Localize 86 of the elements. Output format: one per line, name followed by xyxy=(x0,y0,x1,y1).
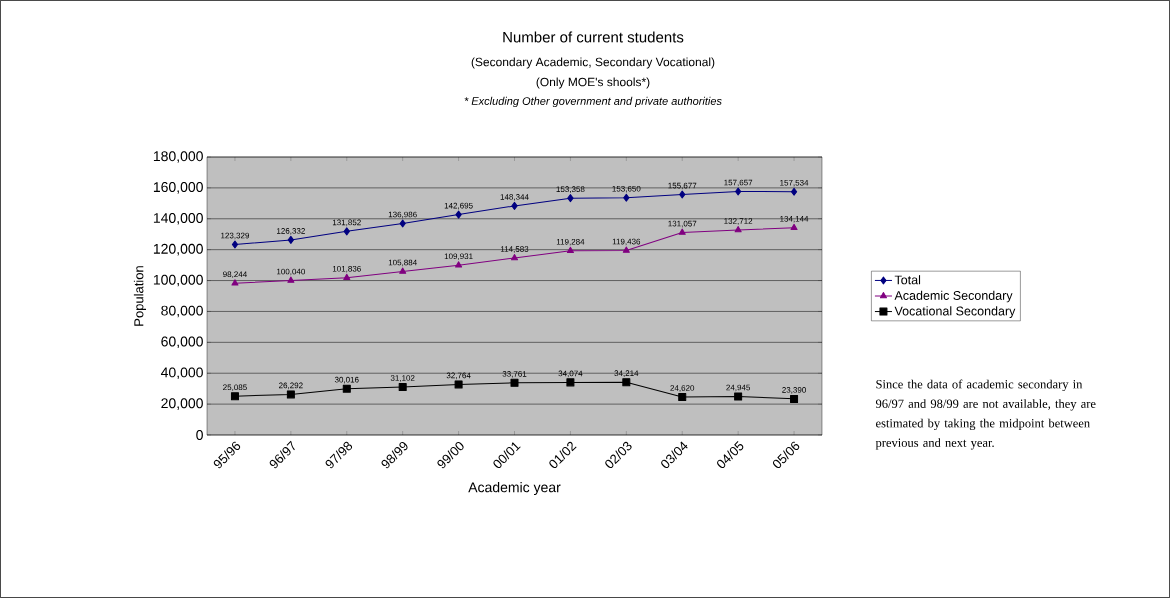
point xyxy=(399,267,407,274)
point xyxy=(286,390,295,399)
data-label: 23,390 xyxy=(782,387,806,394)
data-label: 34,074 xyxy=(558,370,583,378)
text: Since the data of academic secondary in 96/97 and 98/99 are not available, they are estimated by taking the midpoint between previous and next year. xyxy=(875,379,1096,450)
data-label: 105,884 xyxy=(388,259,417,267)
data-label: 136,986 xyxy=(388,211,417,219)
point xyxy=(510,378,519,387)
x-axis-title: Academic year xyxy=(468,482,561,496)
data-label: 25,085 xyxy=(223,384,247,392)
point xyxy=(343,273,351,280)
point xyxy=(790,187,798,196)
point xyxy=(678,228,686,235)
point xyxy=(455,261,463,268)
point xyxy=(790,223,798,231)
data-label: 132,712 xyxy=(724,218,753,225)
y-tick-label: 0 xyxy=(196,430,203,440)
data-label: 100,040 xyxy=(277,268,306,276)
data-label: 33,761 xyxy=(502,371,527,378)
data-label: 157,657 xyxy=(724,179,753,187)
data-label: 155,677 xyxy=(668,182,697,190)
y-tick-label: 20,000 xyxy=(161,398,203,410)
point xyxy=(566,378,575,387)
point xyxy=(566,246,574,254)
data-label: 98,244 xyxy=(223,271,247,279)
data-label: 32,764 xyxy=(446,372,471,380)
point xyxy=(511,201,518,210)
point xyxy=(567,194,574,203)
data-label: 34,214 xyxy=(614,370,639,377)
data-label: 142,695 xyxy=(444,202,473,210)
point xyxy=(510,254,519,261)
data-label: 30,016 xyxy=(334,376,359,384)
point xyxy=(790,394,799,403)
point xyxy=(287,276,295,283)
y-tick-label: 40,000 xyxy=(160,367,203,379)
point xyxy=(343,227,350,236)
point xyxy=(399,219,406,228)
data-label: 123,329 xyxy=(221,232,250,240)
legend-label: Total xyxy=(894,275,921,285)
point xyxy=(398,382,407,391)
data-label: 119,284 xyxy=(556,238,585,246)
point xyxy=(454,380,463,389)
legend-label: Vocational Secondary xyxy=(894,306,1016,318)
data-label: 131,057 xyxy=(668,220,697,228)
point xyxy=(679,190,686,199)
point xyxy=(678,392,687,401)
data-label: 153,650 xyxy=(612,185,641,193)
point xyxy=(734,392,743,401)
point xyxy=(734,226,742,233)
data-label: 109,931 xyxy=(444,253,473,261)
y-tick-label: 80,000 xyxy=(161,305,203,318)
data-label: 26,292 xyxy=(279,382,303,390)
point xyxy=(287,235,294,244)
data-label: 24,620 xyxy=(670,385,695,392)
data-label: 148,344 xyxy=(500,194,529,201)
text: * Excluding Other government and private authorities xyxy=(464,96,722,108)
data-label: 24,945 xyxy=(726,384,751,392)
point xyxy=(622,246,630,253)
y-tick-label: 140,000 xyxy=(153,212,203,225)
y-tick-label: 120,000 xyxy=(153,243,203,256)
y-tick-label: 160,000 xyxy=(153,182,203,194)
data-label: 131,852 xyxy=(332,219,361,227)
point xyxy=(455,210,462,219)
point xyxy=(342,384,351,393)
data-label: 134,144 xyxy=(780,216,809,223)
y-tick-label: 100,000 xyxy=(153,274,203,287)
data-label: 114,583 xyxy=(500,246,529,253)
data-label: 157,534 xyxy=(780,179,809,187)
point xyxy=(230,392,239,401)
data-label: 101,836 xyxy=(332,265,361,273)
data-label: 31,102 xyxy=(390,375,415,382)
y-axis-title: Population xyxy=(133,266,146,326)
data-label: 126,332 xyxy=(277,228,305,235)
point xyxy=(231,279,239,286)
data-label: 119,436 xyxy=(612,238,641,246)
legend-label: Academic Secondary xyxy=(894,290,1013,303)
point xyxy=(735,187,742,196)
y-tick-label: 60,000 xyxy=(161,336,203,349)
point xyxy=(622,378,631,387)
chart-title: Number of current students xyxy=(503,31,684,43)
y-tick-label: 180,000 xyxy=(153,151,203,163)
chart-subtitle: (Secondary Academic, Secondary Vocational) xyxy=(471,57,715,69)
point xyxy=(623,193,630,202)
text: (Only MOE's shools*) xyxy=(536,77,650,89)
data-label: 153,358 xyxy=(556,186,585,193)
point xyxy=(231,240,239,249)
